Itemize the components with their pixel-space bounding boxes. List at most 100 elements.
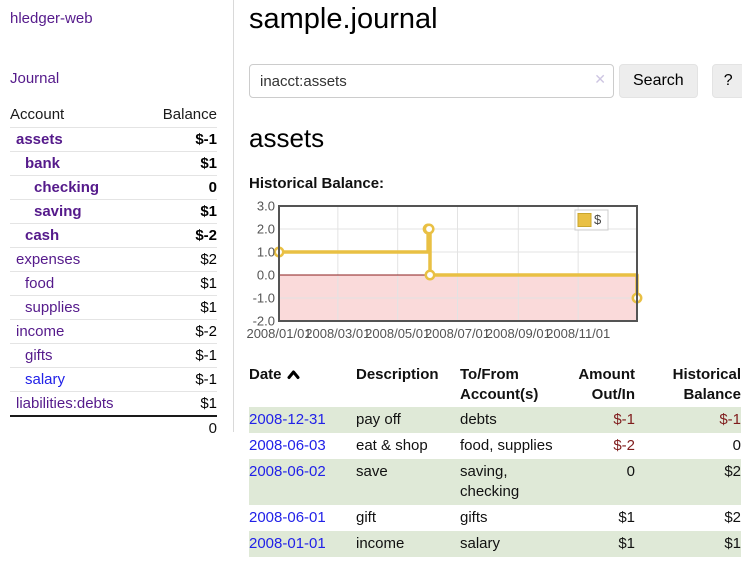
transaction-description: save	[356, 463, 388, 481]
transaction-row[interactable]: 2008-01-01 income salary $1 $1	[249, 531, 741, 558]
account-title: assets	[249, 123, 325, 154]
col-date[interactable]: Date	[249, 363, 348, 407]
transaction-balance: $-1	[719, 411, 741, 429]
transaction-description: eat & shop	[356, 437, 428, 455]
col-balance[interactable]: Historical Balance	[672, 366, 741, 404]
x-tick-label: 2008/09/01	[486, 326, 551, 341]
transaction-date-link[interactable]: 2008-06-01	[249, 509, 326, 527]
x-tick-label: 2008/07/01	[425, 326, 490, 341]
balance-chart-svg: $3.0 2.0 1.0 0.0 -1.0 -2.02008/01/012008/03/0…	[246, 199, 643, 341]
brand-link[interactable]: hledger-web	[10, 10, 93, 27]
data-point-marker	[423, 223, 435, 235]
account-balance: $1	[200, 395, 217, 412]
legend-swatch	[577, 213, 592, 228]
accounts-table: Account Balance assets $-1 bank $1 checking 0…	[10, 104, 217, 440]
x-tick-label: 2008/03/01	[305, 326, 370, 341]
transaction-row[interactable]: 2008-12-31 pay off debts $-1 $-1	[249, 407, 741, 434]
transaction-date-link[interactable]: 2008-06-03	[249, 437, 326, 455]
account-link-supplies[interactable]: supplies	[25, 299, 81, 316]
sidebar-nav: Journal	[10, 70, 217, 87]
y-tick-label: -2.0	[253, 314, 275, 329]
transaction-accounts: salary	[460, 535, 501, 553]
account-row: supplies $1	[10, 295, 217, 320]
y-tick-label: 0.0	[257, 268, 275, 283]
account-balance: $2	[200, 251, 217, 268]
accounts-total-value: 0	[208, 420, 217, 437]
account-row: food $1	[10, 271, 217, 296]
account-balance: $-1	[195, 131, 217, 148]
transaction-balance: $1	[724, 535, 741, 553]
col-accounts[interactable]: To/From Account(s)	[460, 366, 539, 404]
register-header-row: Date Description To/From Account(s) Amou…	[249, 363, 741, 407]
sidebar: hledger-web Journal Account Balance asse…	[0, 0, 234, 437]
account-link-cash[interactable]: cash	[25, 227, 60, 244]
account-link-assets[interactable]: assets	[16, 131, 63, 148]
transaction-row[interactable]: 2008-06-02 save saving, checking 0 $2	[249, 459, 741, 506]
x-tick-label: 2008/05/01	[365, 326, 430, 341]
account-link-gifts[interactable]: gifts	[25, 347, 53, 364]
accounts-header-account: Account	[10, 106, 65, 123]
clear-search-icon[interactable]: ✕	[594, 71, 606, 88]
transaction-amount: $1	[618, 509, 635, 527]
account-row: assets $-1	[10, 127, 217, 152]
transaction-balance: 0	[732, 437, 741, 455]
y-tick-label: -1.0	[253, 291, 275, 306]
transaction-amount: $-2	[613, 437, 635, 455]
help-button[interactable]: ?	[711, 64, 742, 99]
transaction-row[interactable]: 2008-06-01 gift gifts $1 $2	[249, 505, 741, 531]
col-amount[interactable]: Amount Out/In	[578, 366, 635, 404]
account-link-saving[interactable]: saving	[34, 203, 82, 220]
historical-balance-chart[interactable]: $3.0 2.0 1.0 0.0 -1.0 -2.0 2008/01/01 2008/03/0…	[246, 199, 742, 343]
account-row: salary $-1	[10, 367, 217, 392]
search-box: ✕	[249, 64, 614, 99]
sort-ascending-icon	[287, 370, 300, 380]
account-link-liabilities-debts[interactable]: liabilities:debts	[16, 395, 114, 412]
transaction-accounts: saving, checking	[460, 463, 520, 501]
account-balance: $1	[200, 299, 217, 316]
account-row: cash $-2	[10, 223, 217, 248]
legend-label: $	[594, 212, 602, 227]
x-tick-label: 2008/11/01	[546, 326, 610, 341]
account-link-checking[interactable]: checking	[34, 179, 100, 196]
transaction-description: income	[356, 535, 405, 553]
chart-title: Historical Balance:	[249, 175, 385, 193]
nav-journal-link[interactable]: Journal	[10, 70, 60, 87]
x-tick-label: 2008/01/01	[246, 326, 311, 341]
account-row: saving $1	[10, 199, 217, 224]
account-row: bank $1	[10, 151, 217, 176]
account-link-income[interactable]: income	[16, 323, 65, 340]
account-balance: $-2	[195, 227, 217, 244]
transaction-description: gift	[356, 509, 377, 527]
transaction-amount: $1	[618, 535, 635, 553]
accounts-header-row: Account Balance	[10, 104, 217, 128]
account-link-expenses[interactable]: expenses	[16, 251, 81, 268]
account-link-food[interactable]: food	[25, 275, 55, 292]
transaction-date-link[interactable]: 2008-06-02	[249, 463, 326, 481]
account-balance: 0	[208, 179, 217, 196]
account-balance: $1	[200, 155, 217, 172]
account-row: checking 0	[10, 175, 217, 200]
col-description[interactable]: Description	[356, 366, 439, 384]
accounts-total-row: 0	[10, 416, 217, 440]
account-row: expenses $2	[10, 247, 217, 272]
search-button[interactable]: Search	[619, 64, 698, 99]
search-form: ✕ Search ?	[249, 64, 742, 99]
page-title: sample.journal	[249, 3, 438, 35]
account-link-salary[interactable]: salary	[25, 371, 66, 388]
account-balance: $-2	[195, 323, 217, 340]
register-table: Date Description To/From Account(s) Amou…	[249, 363, 741, 558]
search-input[interactable]	[249, 64, 614, 99]
y-tick-label: 2.0	[257, 222, 275, 237]
accounts-header-balance: Balance	[162, 106, 217, 123]
account-link-bank[interactable]: bank	[25, 155, 61, 172]
transaction-row[interactable]: 2008-06-03 eat & shop food, supplies $-2 0	[249, 433, 741, 459]
transaction-accounts: gifts	[460, 509, 488, 527]
transaction-amount: 0	[626, 463, 635, 481]
y-tick-label: 1.0	[257, 245, 275, 260]
transaction-date-link[interactable]: 2008-01-01	[249, 535, 326, 553]
account-balance: $1	[200, 275, 217, 292]
transaction-date-link[interactable]: 2008-12-31	[249, 411, 326, 429]
transaction-amount: $-1	[613, 411, 635, 429]
account-row: income $-2	[10, 319, 217, 344]
